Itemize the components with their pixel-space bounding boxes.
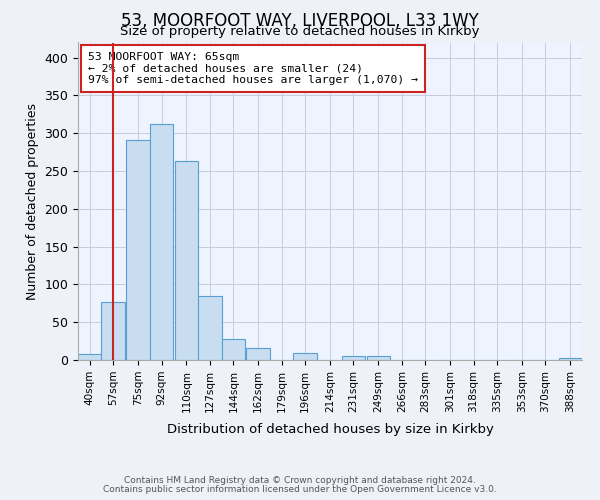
Bar: [175, 161, 198, 360]
Bar: [101, 302, 125, 360]
Bar: [559, 358, 582, 360]
Bar: [247, 348, 270, 360]
Bar: [342, 356, 365, 360]
Bar: [78, 354, 101, 360]
Text: 53 MOORFOOT WAY: 65sqm
← 2% of detached houses are smaller (24)
97% of semi-deta: 53 MOORFOOT WAY: 65sqm ← 2% of detached …: [88, 52, 418, 85]
Text: Contains HM Land Registry data © Crown copyright and database right 2024.: Contains HM Land Registry data © Crown c…: [124, 476, 476, 485]
Bar: [127, 140, 150, 360]
Bar: [198, 296, 221, 360]
X-axis label: Distribution of detached houses by size in Kirkby: Distribution of detached houses by size …: [167, 423, 493, 436]
Text: Size of property relative to detached houses in Kirkby: Size of property relative to detached ho…: [120, 25, 480, 38]
Bar: [150, 124, 173, 360]
Bar: [221, 339, 245, 360]
Y-axis label: Number of detached properties: Number of detached properties: [26, 103, 39, 300]
Bar: [293, 353, 317, 360]
Bar: [367, 356, 390, 360]
Text: Contains public sector information licensed under the Open Government Licence v3: Contains public sector information licen…: [103, 485, 497, 494]
Text: 53, MOORFOOT WAY, LIVERPOOL, L33 1WY: 53, MOORFOOT WAY, LIVERPOOL, L33 1WY: [121, 12, 479, 30]
